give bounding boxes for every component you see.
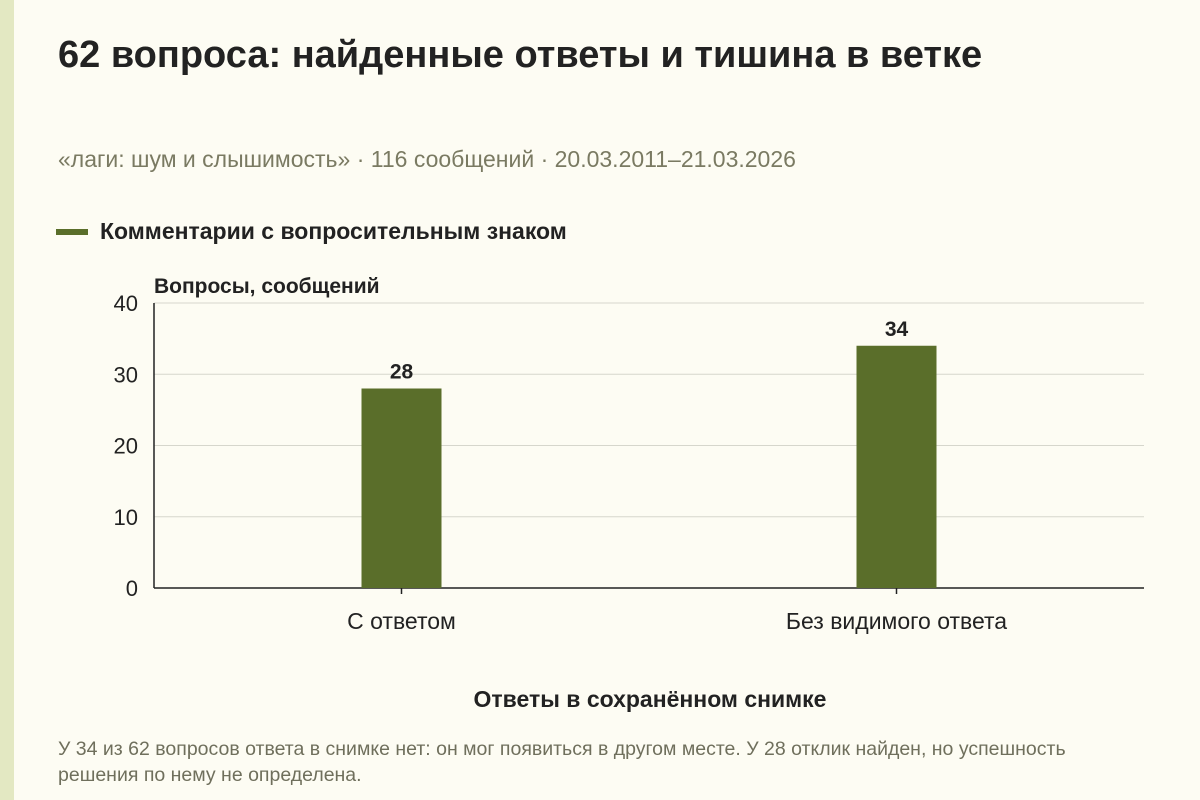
chart-title: 62 вопроса: найденные ответы и тишина в … xyxy=(58,34,983,76)
legend-swatch xyxy=(56,228,88,235)
y-tick-label: 20 xyxy=(114,434,138,459)
chart-subtitle: «лаги: шум и слышимость» · 116 сообщений… xyxy=(58,146,796,172)
footnote: У 34 из 62 вопросов ответа в снимке нет:… xyxy=(58,738,1066,786)
y-tick-label: 0 xyxy=(126,576,138,601)
data-label: 28 xyxy=(390,361,414,384)
x-axis-title: Ответы в сохранённом снимке xyxy=(473,686,827,712)
y-tick-label: 40 xyxy=(114,291,138,316)
bar xyxy=(361,388,442,588)
bar xyxy=(856,345,937,588)
legend: Комментарии с вопросительным знаком xyxy=(56,218,567,245)
x-tick-label: С ответом xyxy=(347,608,456,634)
x-tick-label: Без видимого ответа xyxy=(786,608,1007,634)
data-label: 34 xyxy=(885,318,909,341)
y-axis-title: Вопросы, сообщений xyxy=(154,275,380,298)
y-tick-label: 30 xyxy=(114,362,138,387)
left-accent-strip xyxy=(0,0,14,800)
legend-label: Комментарии с вопросительным знаком xyxy=(100,218,567,244)
y-tick-label: 10 xyxy=(114,505,138,530)
